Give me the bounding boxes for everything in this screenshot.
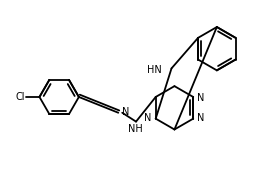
Text: N: N (144, 113, 152, 123)
Text: N: N (197, 113, 205, 123)
Text: N: N (122, 107, 130, 117)
Text: HN: HN (147, 65, 162, 75)
Text: Cl: Cl (15, 92, 25, 102)
Text: N: N (197, 93, 205, 103)
Text: NH: NH (128, 124, 142, 134)
